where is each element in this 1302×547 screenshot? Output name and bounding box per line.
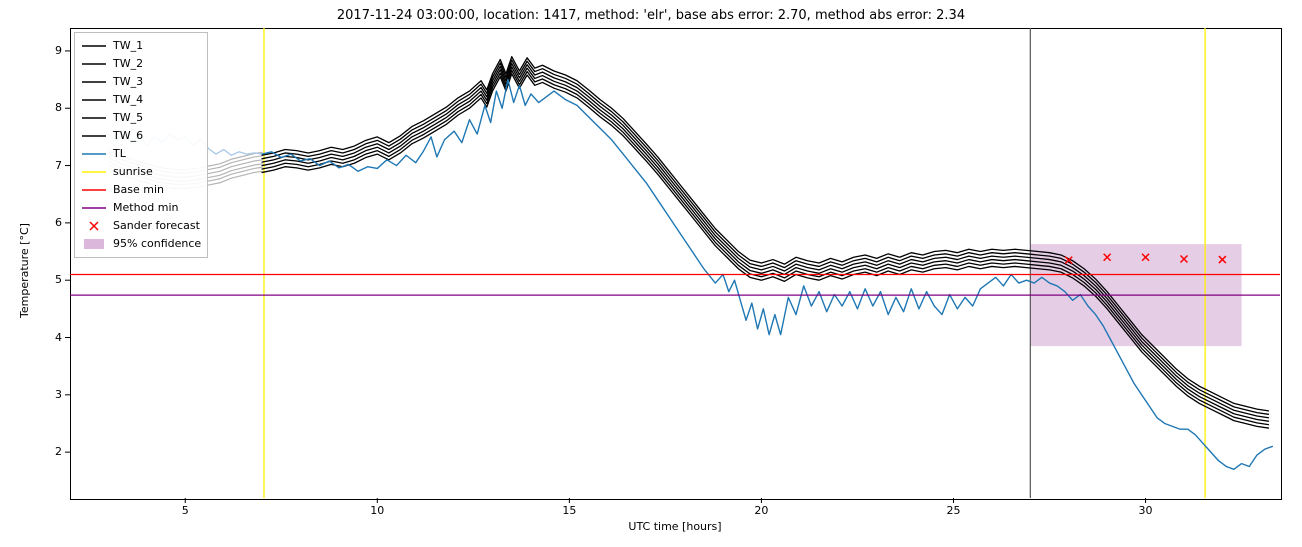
legend-label: TW_6 [113,127,143,145]
legend-swatch [81,147,107,161]
legend-label: TW_3 [113,73,143,91]
legend-label: TL [113,145,126,163]
legend-row: Base min [81,181,201,199]
legend-row: sunrise [81,163,201,181]
legend-row: TW_3 [81,73,201,91]
tw-line [262,60,1268,414]
legend-row: TW_4 [81,91,201,109]
legend-label: 95% confidence [113,235,201,253]
legend-swatch [81,75,107,89]
legend-label: sunrise [113,163,153,181]
legend: TW_1TW_2TW_3TW_4TW_5TW_6TLsunriseBase mi… [74,32,208,258]
y-axis-label: Temperature [°C] [18,223,31,318]
legend-row: Method min [81,199,201,217]
y-tick-label: 5 [55,273,62,286]
legend-swatch [81,129,107,143]
legend-label: Method min [113,199,179,217]
legend-label: TW_4 [113,91,143,109]
legend-label: TW_2 [113,55,143,73]
legend-label: Sander forecast [113,217,200,235]
legend-swatch [81,219,107,233]
legend-swatch [81,39,107,53]
legend-label: TW_5 [113,109,143,127]
y-tick-label: 8 [55,101,62,114]
legend-row: Sander forecast [81,217,201,235]
tw-line [262,64,1268,418]
x-tick-label: 20 [749,504,773,517]
y-tick-label: 2 [55,445,62,458]
legend-row: TW_2 [81,55,201,73]
y-tick-label: 4 [55,331,62,344]
chart-container: 2017-11-24 03:00:00, location: 1417, met… [0,0,1302,547]
x-tick-label: 5 [173,504,197,517]
y-tick-label: 3 [55,388,62,401]
tw-line [262,67,1268,421]
x-axis-label: UTC time [hours] [70,520,1280,533]
legend-row: 95% confidence [81,235,201,253]
legend-swatch [81,57,107,71]
legend-label: TW_1 [113,37,143,55]
legend-swatch [81,165,107,179]
legend-row: TW_1 [81,37,201,55]
tw-line [262,57,1268,411]
x-tick-label: 10 [365,504,389,517]
legend-row: TW_5 [81,109,201,127]
legend-swatch [81,201,107,215]
legend-swatch [81,237,107,251]
legend-swatch [81,183,107,197]
legend-swatch [81,111,107,125]
x-tick-label: 30 [1134,504,1158,517]
y-tick-label: 6 [55,216,62,229]
legend-swatch [81,93,107,107]
x-tick-label: 15 [557,504,581,517]
legend-label: Base min [113,181,164,199]
x-tick-label: 25 [941,504,965,517]
legend-row: TL [81,145,201,163]
y-tick-label: 9 [55,44,62,57]
y-tick-label: 7 [55,159,62,172]
legend-row: TW_6 [81,127,201,145]
